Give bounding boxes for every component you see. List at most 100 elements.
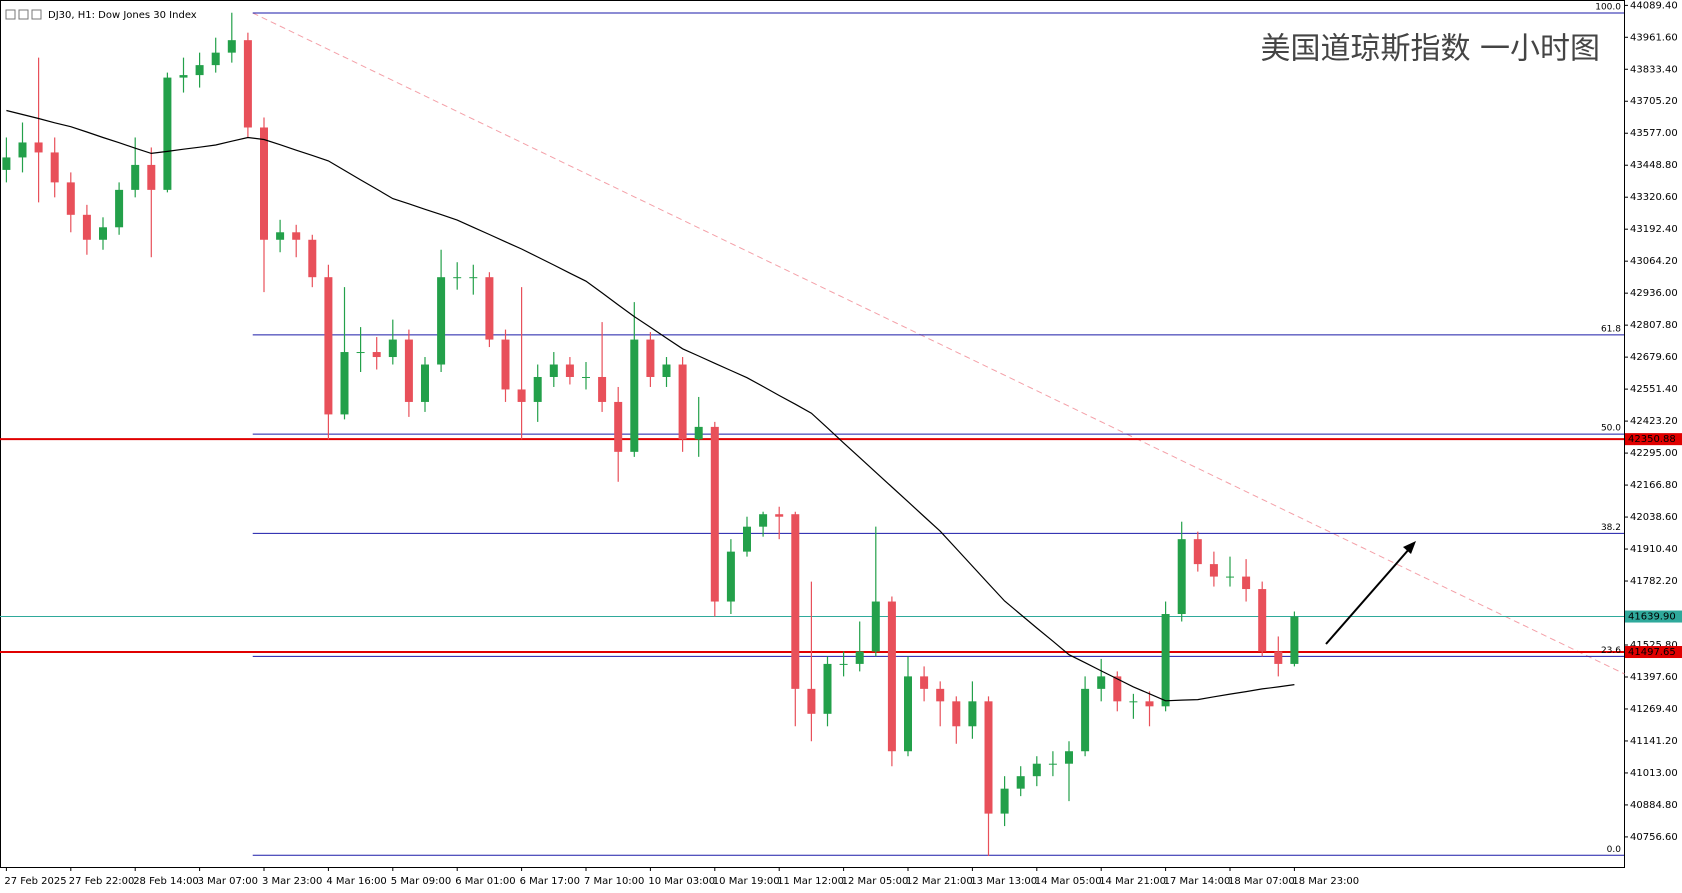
x-tick-label: 14 Mar 21:00 (1099, 876, 1166, 887)
y-tick-label: 43705.20 (1630, 96, 1678, 107)
candle-body (356, 352, 365, 354)
candle-body (871, 601, 880, 652)
candle-body (50, 152, 59, 183)
candle-body (115, 189, 124, 228)
x-tick-label: 10 Mar 03:00 (648, 876, 715, 887)
fib-label: 61.8 (1601, 324, 1621, 334)
candle-body (1226, 576, 1234, 578)
candle-body (920, 676, 929, 689)
fib-label: 23.6 (1601, 646, 1621, 656)
candle-body (775, 514, 784, 517)
candle-body (1032, 763, 1041, 777)
level-tag (1625, 433, 1682, 446)
candle-body (936, 688, 945, 702)
candle-body (1097, 676, 1106, 689)
annotation: 美国道琼斯指数 一小时图 (1260, 32, 1600, 67)
x-tick-label: 27 Feb 22:00 (69, 876, 135, 887)
y-tick-label: 43961.60 (1630, 32, 1678, 43)
trendline (252, 12, 1625, 675)
candle-body (1161, 614, 1170, 707)
candle-body (1145, 701, 1154, 707)
candle-body (260, 127, 268, 240)
candle-body (759, 514, 768, 527)
y-tick-label: 42166.80 (1630, 480, 1678, 491)
y-tick-label: 42423.20 (1630, 416, 1678, 427)
candle-body (952, 701, 961, 727)
candle-body (807, 688, 816, 714)
candle-body (1113, 676, 1122, 702)
candle-body (517, 389, 526, 402)
y-tick-label: 41910.40 (1630, 544, 1678, 555)
arrow-head (1403, 541, 1416, 554)
candle-body (614, 401, 623, 452)
candle-body (904, 676, 912, 752)
y-tick-label: 42807.80 (1630, 320, 1678, 331)
candle-body (292, 232, 301, 240)
y-tick-label: 43064.20 (1630, 256, 1678, 267)
candle-body (453, 277, 462, 279)
candle-body (404, 339, 413, 402)
level-tag (1625, 646, 1682, 659)
candle-body (839, 663, 848, 665)
candle-body (1290, 616, 1299, 664)
icon (31, 9, 42, 20)
price-label: 41639.90 (1628, 612, 1676, 623)
candle-body (501, 339, 510, 390)
moving-average (6, 109, 1295, 702)
y-tick-label: 42936.00 (1630, 288, 1678, 299)
x-tick-label: 3 Mar 23:00 (262, 876, 322, 887)
y-tick-label: 42551.40 (1630, 384, 1678, 395)
candle-body (791, 514, 800, 689)
y-tick-label: 40884.80 (1630, 800, 1678, 811)
candle-body (1000, 788, 1009, 814)
candle-body (276, 232, 285, 240)
icon (5, 9, 16, 20)
header-icons (5, 9, 42, 20)
candle-body (549, 364, 558, 377)
candle-body (1081, 688, 1090, 752)
candle-body (131, 164, 140, 190)
y-tick-label: 41525.80 (1630, 640, 1678, 651)
plot-frame (0, 0, 1625, 868)
candle-body (308, 239, 317, 278)
fib-label: 100.0 (1595, 2, 1621, 12)
candle-body (823, 663, 832, 714)
candle-body (34, 142, 43, 153)
y-tick-label: 43577.00 (1630, 128, 1678, 139)
candle-body (1209, 564, 1218, 577)
x-tick-label: 13 Mar 13:00 (970, 876, 1037, 887)
candle-body (66, 182, 75, 215)
candle-body (437, 277, 446, 365)
candle-body (968, 701, 977, 727)
candle-body (1129, 701, 1138, 703)
x-tick-label: 11 Mar 12:00 (777, 876, 844, 887)
candle-body (227, 40, 236, 53)
y-tick-label: 43448.80 (1630, 160, 1678, 171)
candle-body (388, 339, 397, 358)
y-tick-label: 42038.60 (1630, 512, 1678, 523)
candle-body (694, 426, 703, 440)
x-tick-label: 12 Mar 21:00 (906, 876, 973, 887)
candle-body (598, 376, 607, 402)
y-tick-label: 41782.20 (1630, 576, 1678, 587)
candle-body (1065, 751, 1073, 764)
candle-body (662, 364, 671, 377)
candle-body (340, 352, 349, 415)
fib-label: 0.0 (1607, 845, 1622, 855)
x-tick-label: 18 Mar 07:00 (1228, 876, 1295, 887)
y-tick-label: 40756.60 (1630, 832, 1678, 843)
price-tag (1625, 610, 1682, 623)
candle-body (211, 52, 220, 66)
candle-body (99, 227, 107, 240)
candle-body (710, 426, 719, 602)
x-tick-label: 6 Mar 01:00 (455, 876, 515, 887)
candle-body (1258, 589, 1267, 652)
y-tick-label: 41397.60 (1630, 672, 1678, 683)
x-tick-label: 10 Mar 19:00 (713, 876, 780, 887)
candle-body (984, 701, 993, 814)
candle-body (565, 364, 574, 377)
x-tick-label: 14 Mar 05:00 (1035, 876, 1102, 887)
candle-body (1016, 776, 1025, 789)
